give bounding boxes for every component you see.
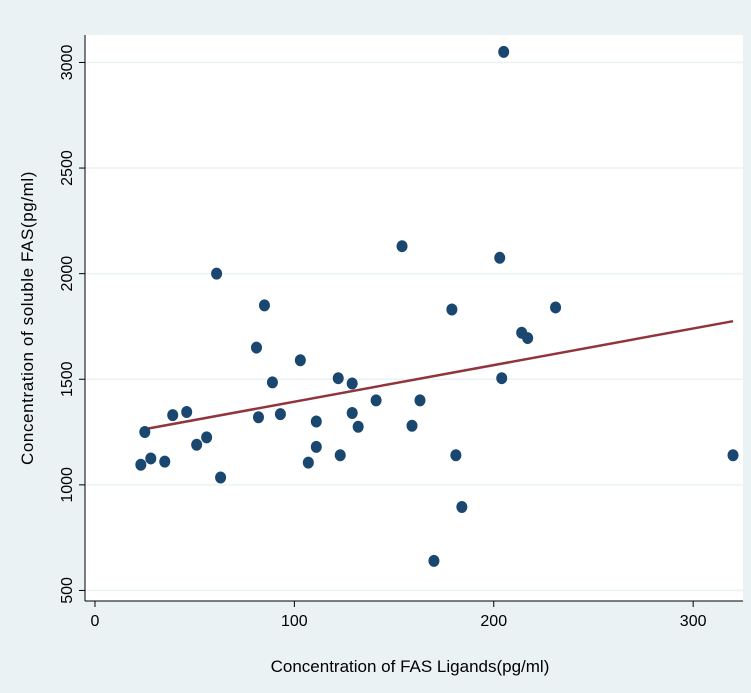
plot-area: [85, 35, 743, 601]
x-tick-label: 300: [680, 613, 707, 630]
data-point: [414, 394, 426, 407]
data-point: [159, 455, 171, 468]
data-point: [310, 415, 322, 428]
fit-line-group: [142, 319, 734, 431]
data-point: [191, 438, 203, 451]
data-point: [266, 376, 278, 389]
data-point: [310, 440, 322, 453]
data-points: [135, 45, 739, 567]
x-tick-label: 0: [91, 613, 100, 630]
data-point: [215, 471, 227, 484]
data-point: [428, 554, 440, 567]
x-tick-label: 100: [281, 613, 308, 630]
data-point: [201, 431, 213, 444]
data-point: [550, 301, 562, 314]
data-point: [498, 45, 510, 58]
data-point: [727, 449, 739, 462]
y-axis-ticks: 500 1000 1500 2000 2500 3000: [59, 45, 85, 604]
y-tick-label: 500: [59, 577, 76, 604]
data-point: [334, 449, 346, 462]
data-point: [252, 411, 264, 424]
fit-line: [142, 319, 734, 431]
data-point: [352, 420, 364, 433]
data-point: [294, 354, 306, 367]
data-point: [370, 394, 382, 407]
data-point: [496, 372, 508, 385]
y-tick-label: 2000: [59, 256, 76, 292]
data-point: [450, 449, 462, 462]
data-point: [145, 452, 157, 465]
data-point: [139, 426, 151, 439]
data-point: [211, 267, 223, 280]
data-point: [302, 456, 314, 469]
data-point: [456, 501, 468, 514]
data-point: [396, 240, 408, 253]
data-point: [332, 372, 344, 385]
data-point: [346, 407, 358, 420]
data-point: [522, 332, 534, 345]
y-tick-label: 1000: [59, 467, 76, 503]
data-point: [135, 458, 147, 471]
x-axis-label: Concentration of FAS Ligands(pg/ml): [271, 657, 550, 676]
y-tick-label: 3000: [59, 45, 76, 81]
data-point: [274, 408, 286, 421]
data-point: [406, 419, 418, 432]
x-tick-label: 200: [480, 613, 507, 630]
data-point: [167, 409, 179, 422]
y-tick-label: 2500: [59, 150, 76, 186]
data-point: [258, 299, 270, 312]
data-point: [181, 405, 193, 418]
y-axis-label: Concentration of soluble FAS(pg/ml): [18, 171, 37, 465]
data-point: [446, 303, 458, 316]
data-point: [346, 377, 358, 390]
y-tick-label: 1500: [59, 361, 76, 397]
x-axis-ticks: 0 100 200 300: [91, 601, 707, 630]
data-point: [494, 251, 506, 264]
data-point: [250, 341, 262, 354]
